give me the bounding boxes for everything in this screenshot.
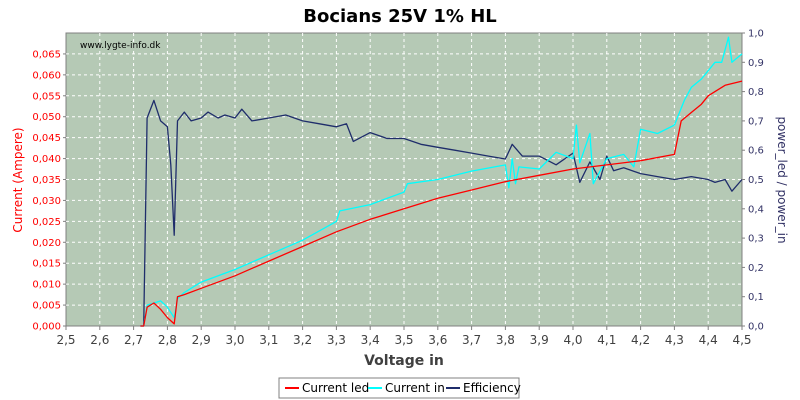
y-right-axis-label: power_led / power_in [775, 116, 789, 243]
x-tick-label: 2,8 [158, 333, 177, 347]
grid [66, 33, 742, 326]
y-left-tick-label: 0,020 [32, 238, 61, 249]
x-tick-label: 4,1 [597, 333, 616, 347]
legend-box [278, 377, 520, 399]
y-left-tick-label: 0,015 [32, 259, 61, 270]
x-tick-label: 3,8 [496, 333, 515, 347]
legend-label-efficiency: Efficiency [463, 381, 521, 395]
y-left-tick-label: 0,050 [32, 112, 61, 123]
y-left-tick-label: 0,010 [32, 280, 61, 291]
x-tick-label: 3,6 [428, 333, 447, 347]
y-right-tick-label: 0,9 [748, 58, 764, 69]
y-right-tick-label: 0,1 [748, 292, 764, 303]
y-left-tick-label: 0,030 [32, 196, 61, 207]
x-tick-label: 4,3 [665, 333, 684, 347]
y-right-tick-label: 0,5 [748, 175, 764, 186]
x-tick-label: 2,6 [90, 333, 109, 347]
series-current-in-line [140, 36, 743, 327]
y-left-tick-label: 0,035 [32, 175, 61, 186]
x-tick-label: 3,2 [293, 333, 312, 347]
x-axis-label: Voltage in [364, 353, 444, 369]
x-tick-label: 3,4 [361, 333, 380, 347]
x-tick-label: 4,2 [631, 333, 650, 347]
x-tick-label: 2,5 [56, 333, 75, 347]
y-left-tick-label: 0,025 [32, 217, 61, 228]
y-left-axis-label: Current (Ampere) [11, 127, 25, 232]
y-right-tick-label: 0,7 [748, 116, 764, 127]
x-tick-label: 3,1 [259, 333, 278, 347]
x-axis-ticks: 2,5 2,6 2,7 2,8 2,9 3,0 3,1 3,2 3,3 3,4 3,5 3,6 3,7 3… [56, 326, 752, 347]
x-tick-label: 4,0 [563, 333, 582, 347]
y-left-tick-label: 0,005 [32, 301, 61, 312]
y-right-tick-label: 0,8 [748, 87, 764, 98]
x-tick-label: 3,9 [530, 333, 549, 347]
series-current-led-line [140, 80, 743, 327]
legend-label-current-in: Current in [385, 381, 445, 395]
x-tick-label: 3,0 [225, 333, 244, 347]
legend: Current led Current in Efficiency [278, 377, 521, 399]
y-right-tick-label: 1,0 [748, 29, 764, 40]
legend-label-current-led: Current led [302, 381, 369, 395]
series-efficiency-line [140, 99, 743, 327]
x-tick-label: 2,7 [124, 333, 143, 347]
y-right-tick-label: 0,0 [748, 322, 764, 333]
x-tick-label: 2,9 [192, 333, 211, 347]
y-right-axis-ticks: 0,0 0,1 0,2 0,3 0,4 0,5 0,6 0,7 0,8 0,9 1,0 [742, 29, 764, 333]
y-left-axis-ticks: 0,000 0,005 0,010 0,015 0,020 0,025 0,030 0,035… [32, 49, 66, 333]
y-left-tick-label: 0,000 [32, 322, 61, 333]
x-tick-label: 4,5 [732, 333, 751, 347]
y-left-tick-label: 0,055 [32, 91, 61, 102]
chart-title: Bocians 25V 1% HL [303, 6, 496, 27]
y-right-tick-label: 0,3 [748, 234, 764, 245]
y-left-tick-label: 0,065 [32, 49, 61, 60]
y-left-tick-label: 0,045 [32, 133, 61, 144]
y-left-tick-label: 0,060 [32, 70, 61, 81]
y-right-tick-label: 0,6 [748, 146, 764, 157]
x-tick-label: 4,4 [699, 333, 718, 347]
y-right-tick-label: 0,4 [748, 204, 764, 215]
y-left-tick-label: 0,040 [32, 154, 61, 165]
series-layer [140, 36, 743, 327]
y-right-tick-label: 0,2 [748, 263, 764, 274]
x-tick-label: 3,7 [462, 333, 481, 347]
x-tick-label: 3,5 [394, 333, 413, 347]
watermark: www.lygte-info.dk [80, 41, 161, 51]
x-tick-label: 3,3 [327, 333, 346, 347]
